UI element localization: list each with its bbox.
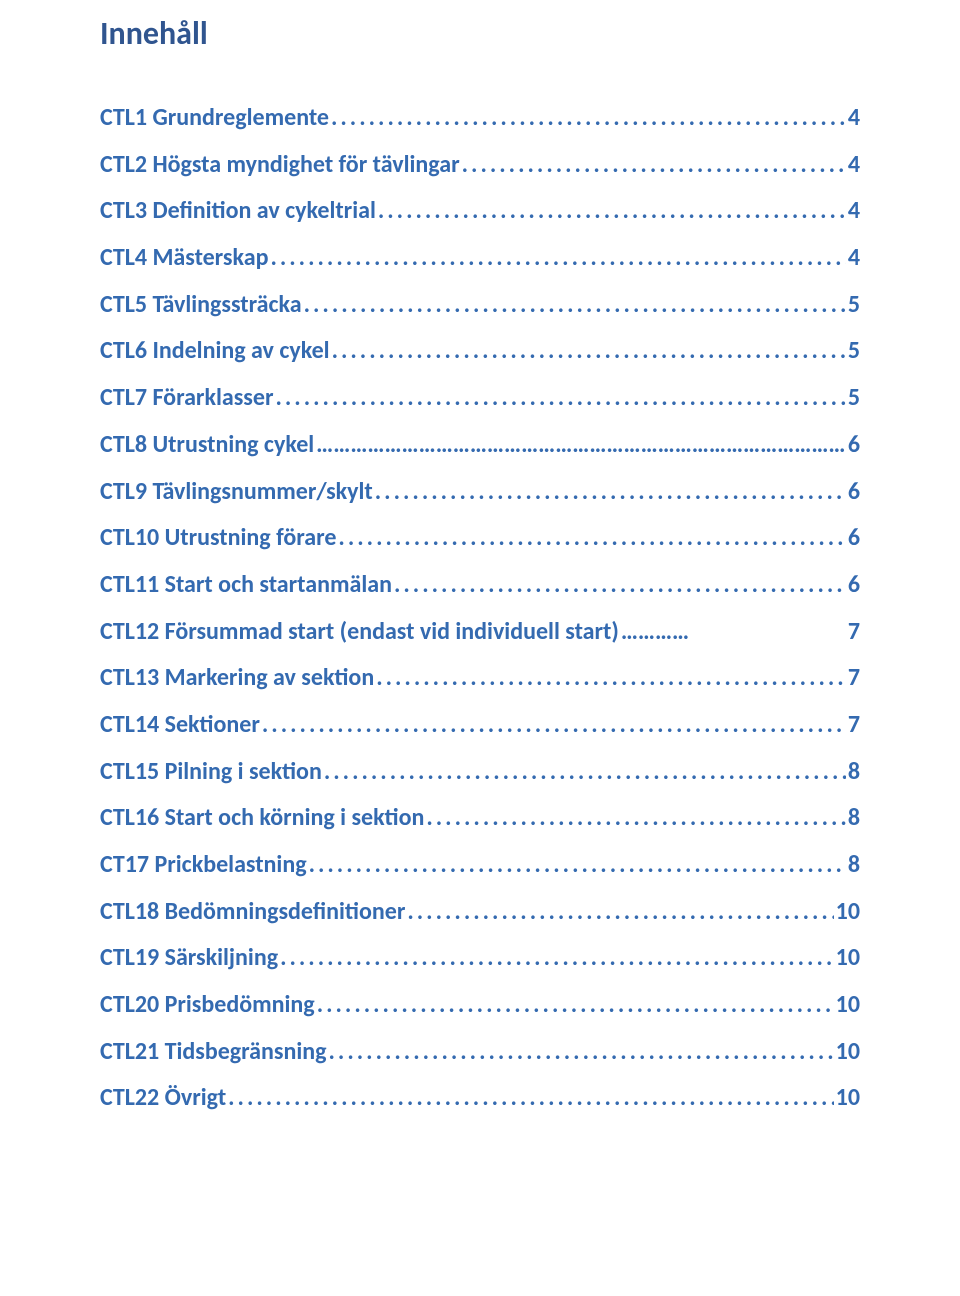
toc-leader: ........................................… [324, 757, 846, 786]
toc-page: 7 [848, 663, 860, 692]
toc-label: CTL10 Utrustning förare [100, 523, 336, 552]
toc-page: 4 [848, 103, 860, 132]
toc-label: CTL3 Definition av cykeltrial [100, 196, 376, 225]
toc-label: CTL21 Tidsbegränsning [100, 1037, 327, 1066]
toc-leader: ........................................… [304, 290, 846, 319]
toc-page: 10 [836, 1083, 860, 1112]
toc-page: 6 [848, 430, 860, 459]
toc-entry[interactable]: CTL19 Särskiljning......................… [100, 943, 860, 990]
toc-label: CTL12 Försummad start (endast vid indivi… [100, 617, 619, 646]
toc-page: 4 [848, 196, 860, 225]
toc-page: 10 [836, 1037, 860, 1066]
toc-page: 4 [848, 243, 860, 272]
toc-leader: ........................................… [329, 1037, 834, 1066]
toc-entry[interactable]: CTL3 Definition av cykeltrial...........… [100, 196, 860, 243]
toc-entry[interactable]: CTL12 Försummad start (endast vid indivi… [100, 617, 860, 664]
toc-leader: …………………………………………………………………………………………………………… [316, 430, 846, 459]
toc-entry[interactable]: CTL15 Pilning i sektion.................… [100, 757, 860, 804]
page-title: Innehåll [100, 14, 860, 53]
toc-leader: ........................................… [407, 897, 833, 926]
toc-entry[interactable]: CTL9 Tävlingsnummer/skylt...............… [100, 477, 860, 524]
toc-leader: ........................................… [426, 803, 845, 832]
toc-leader: ........................................… [394, 570, 846, 599]
toc-page: 5 [848, 336, 860, 365]
toc-entry[interactable]: CTL8 Utrustning cykel…………………………………………………… [100, 430, 860, 477]
toc-label: CTL13 Markering av sektion [100, 663, 374, 692]
toc-entry[interactable]: CT17 Prickbelastning....................… [100, 850, 860, 897]
toc-leader: ........................................… [338, 523, 845, 552]
toc-entry[interactable]: CTL1 Grundreglemente....................… [100, 103, 860, 150]
toc-page: 7 [848, 617, 860, 646]
toc-entry[interactable]: CTL21 Tidsbegränsning...................… [100, 1037, 860, 1084]
toc-leader: ........................................… [462, 150, 846, 179]
toc-label: CTL5 Tävlingssträcka [100, 290, 302, 319]
toc-page: 8 [848, 757, 860, 786]
toc-label: CTL9 Tävlingsnummer/skylt [100, 477, 373, 506]
toc-entry[interactable]: CTL7 Förarklasser.......................… [100, 383, 860, 430]
toc-page: 4 [848, 150, 860, 179]
toc-entry[interactable]: CTL16 Start och körning i sektion.......… [100, 803, 860, 850]
toc-leader: ........................................… [262, 710, 846, 739]
toc-label: CTL11 Start och startanmälan [100, 570, 392, 599]
toc-label: CTL2 Högsta myndighet för tävlingar [100, 150, 460, 179]
toc-label: CTL7 Förarklasser [100, 383, 273, 412]
toc-entry[interactable]: CTL11 Start och startanmälan............… [100, 570, 860, 617]
toc-leader: ........................................… [375, 477, 846, 506]
toc-entry[interactable]: CTL22 Övrigt............................… [100, 1083, 860, 1130]
toc-page: 6 [848, 523, 860, 552]
toc-page: 5 [848, 290, 860, 319]
toc-label: CTL8 Utrustning cykel [100, 430, 314, 459]
toc-page: 7 [848, 710, 860, 739]
toc-page: 10 [836, 990, 860, 1019]
toc-label: CTL22 Övrigt [100, 1083, 226, 1112]
toc-label: CTL19 Särskiljning [100, 943, 278, 972]
toc-leader: ........................................… [270, 243, 845, 272]
toc-label: CTL4 Mästerskap [100, 243, 268, 272]
toc-leader: ........................................… [376, 663, 846, 692]
toc-entry[interactable]: CTL18 Bedömningsdefinitioner............… [100, 897, 860, 944]
toc-page: 5 [848, 383, 860, 412]
toc-label: CTL6 Indelning av cykel [100, 336, 330, 365]
toc-page: 10 [836, 897, 860, 926]
toc-entry[interactable]: CTL13 Markering av sektion..............… [100, 663, 860, 710]
toc-leader: ………… [621, 617, 846, 646]
toc-leader: ........................................… [331, 103, 846, 132]
toc-label: CTL14 Sektioner [100, 710, 260, 739]
toc-entry[interactable]: CTL6 Indelning av cykel.................… [100, 336, 860, 383]
toc-label: CTL20 Prisbedömning [100, 990, 315, 1019]
toc-leader: ........................................… [332, 336, 846, 365]
toc-entry[interactable]: CTL20 Prisbedömning.....................… [100, 990, 860, 1037]
toc-label: CTL16 Start och körning i sektion [100, 803, 424, 832]
toc-page: 8 [848, 850, 860, 879]
toc-page: 10 [836, 943, 860, 972]
toc-label: CT17 Prickbelastning [100, 850, 307, 879]
toc-entry[interactable]: CTL2 Högsta myndighet för tävlingar.....… [100, 150, 860, 197]
toc-label: CTL15 Pilning i sektion [100, 757, 322, 786]
toc-page: 8 [848, 803, 860, 832]
toc-label: CTL1 Grundreglemente [100, 103, 329, 132]
toc-leader: ........................................… [280, 943, 834, 972]
toc-entry[interactable]: CTL10 Utrustning förare.................… [100, 523, 860, 570]
toc-entry[interactable]: CTL4 Mästerskap.........................… [100, 243, 860, 290]
table-of-contents: CTL1 Grundreglemente....................… [100, 103, 860, 1130]
toc-leader: ........................................… [309, 850, 846, 879]
toc-page: 6 [848, 570, 860, 599]
toc-leader: ........................................… [317, 990, 834, 1019]
toc-entry[interactable]: CTL5 Tävlingssträcka....................… [100, 290, 860, 337]
toc-page: 6 [848, 477, 860, 506]
toc-entry[interactable]: CTL14 Sektioner.........................… [100, 710, 860, 757]
toc-leader: ........................................… [228, 1083, 834, 1112]
toc-leader: ........................................… [275, 383, 845, 412]
toc-label: CTL18 Bedömningsdefinitioner [100, 897, 405, 926]
toc-leader: ........................................… [378, 196, 846, 225]
